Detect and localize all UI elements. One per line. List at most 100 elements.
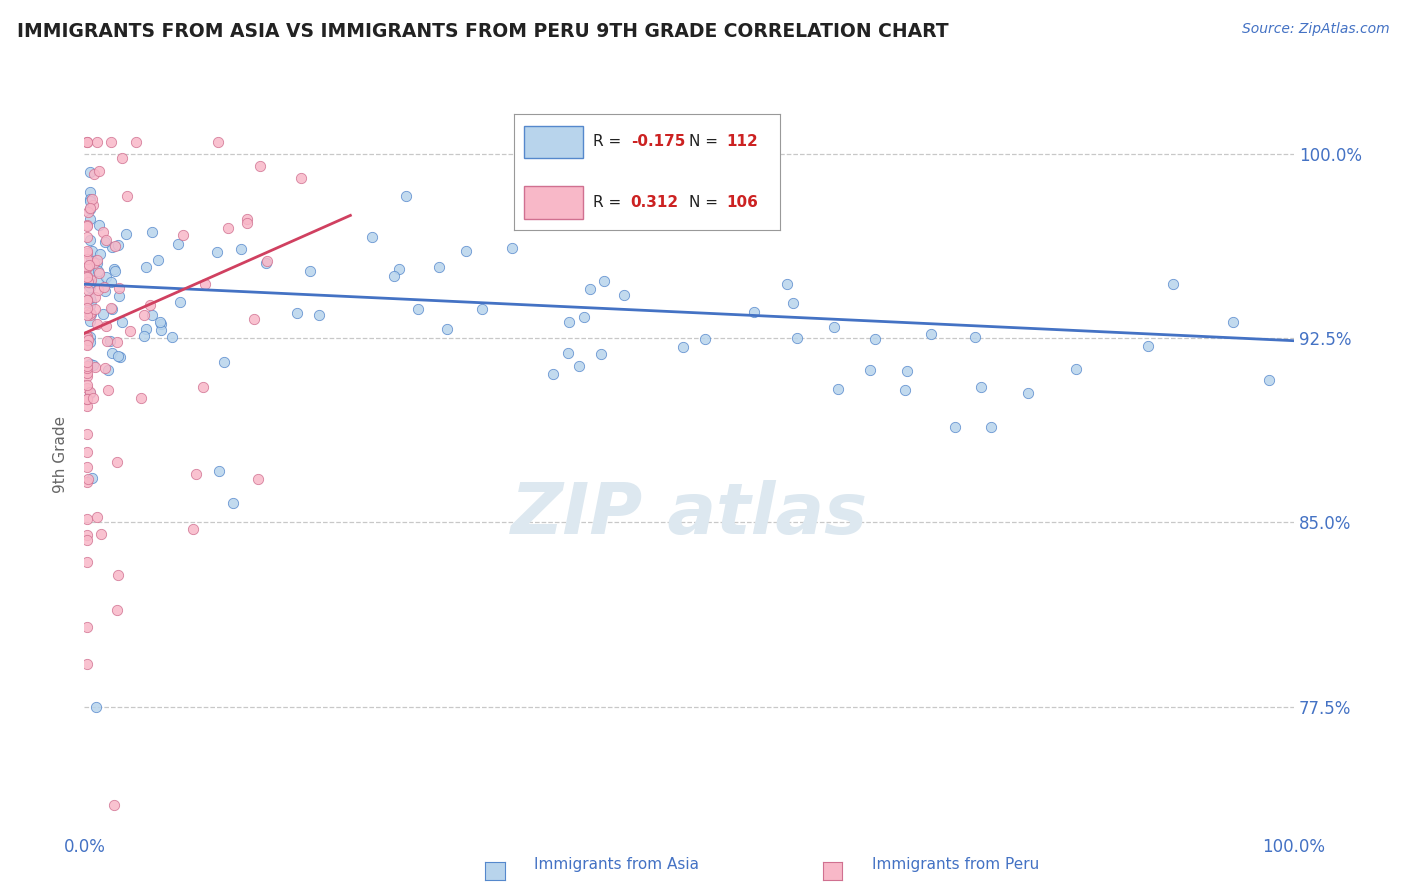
Point [254, 256, 277, 270]
Point [76, 533, 98, 548]
Point [96, 318, 118, 333]
Point [395, 189, 418, 203]
Point [236, 216, 259, 230]
Point [108, 350, 131, 364]
Point [86, 255, 108, 269]
Point [149, 315, 172, 329]
Point [229, 242, 252, 256]
Point [107, 349, 129, 363]
Point [568, 359, 591, 374]
Point [76, 331, 98, 345]
Point [361, 229, 384, 244]
Point [79, 385, 101, 400]
Point [541, 368, 564, 382]
Point [79, 314, 101, 328]
Point [406, 302, 429, 317]
Point [184, 467, 207, 481]
Point [79, 265, 101, 279]
Point [86, 135, 108, 149]
Point [76, 378, 98, 392]
Point [97, 383, 120, 397]
Point [90, 526, 112, 541]
Point [76, 135, 98, 149]
Point [131, 391, 153, 405]
Point [87, 266, 110, 280]
Point [148, 253, 170, 268]
Point [100, 135, 122, 149]
Point [79, 308, 101, 322]
Point [76, 426, 98, 441]
Point [249, 159, 271, 173]
Point [76, 219, 98, 233]
Point [965, 330, 987, 344]
Point [285, 306, 308, 320]
Point [79, 279, 101, 293]
Point [89, 218, 111, 232]
Point [76, 444, 98, 458]
Point [79, 298, 101, 312]
Point [98, 334, 121, 349]
Point [782, 296, 804, 310]
Point [827, 382, 849, 396]
Point [76, 293, 98, 308]
Point [76, 512, 98, 526]
Point [82, 391, 104, 405]
Point [79, 233, 101, 247]
Text: ZIP atlas: ZIP atlas [510, 481, 868, 549]
Point [79, 335, 101, 350]
Point [76, 308, 98, 322]
Point [94, 233, 117, 247]
Point [1137, 338, 1160, 352]
Point [76, 657, 98, 672]
Point [76, 246, 98, 260]
Point [1161, 277, 1184, 292]
Point [94, 270, 117, 285]
Point [80, 471, 103, 485]
Point [76, 275, 98, 289]
Point [91, 225, 114, 239]
Point [76, 301, 98, 316]
Point [76, 392, 98, 406]
Point [1064, 361, 1087, 376]
Point [77, 204, 100, 219]
Point [79, 291, 101, 305]
Point [82, 358, 104, 372]
Point [79, 202, 101, 216]
Point [920, 327, 942, 342]
Point [80, 252, 103, 267]
Point [105, 334, 128, 349]
Point [1222, 315, 1244, 329]
Point [76, 244, 98, 258]
Point [101, 240, 124, 254]
Point [167, 236, 190, 251]
Point [76, 460, 98, 475]
Point [79, 330, 101, 344]
Point [290, 170, 312, 185]
Point [693, 332, 716, 346]
Point [388, 261, 411, 276]
Point [132, 308, 155, 322]
Point [86, 253, 108, 268]
Point [86, 273, 108, 287]
Point [172, 227, 194, 242]
Point [76, 620, 98, 634]
Point [82, 192, 104, 206]
Point [593, 274, 616, 288]
Point [76, 270, 98, 285]
Point [82, 198, 104, 212]
Point [160, 330, 183, 344]
Point [94, 285, 117, 299]
Point [470, 301, 492, 316]
Point [672, 340, 695, 354]
Point [139, 298, 162, 312]
Point [579, 282, 602, 296]
Point [786, 331, 808, 345]
Point [101, 302, 124, 317]
Point [194, 277, 217, 292]
Point [980, 420, 1002, 434]
Point [105, 455, 128, 469]
Point [79, 306, 101, 320]
Point [742, 305, 765, 319]
Point [591, 347, 613, 361]
Point [86, 699, 108, 714]
